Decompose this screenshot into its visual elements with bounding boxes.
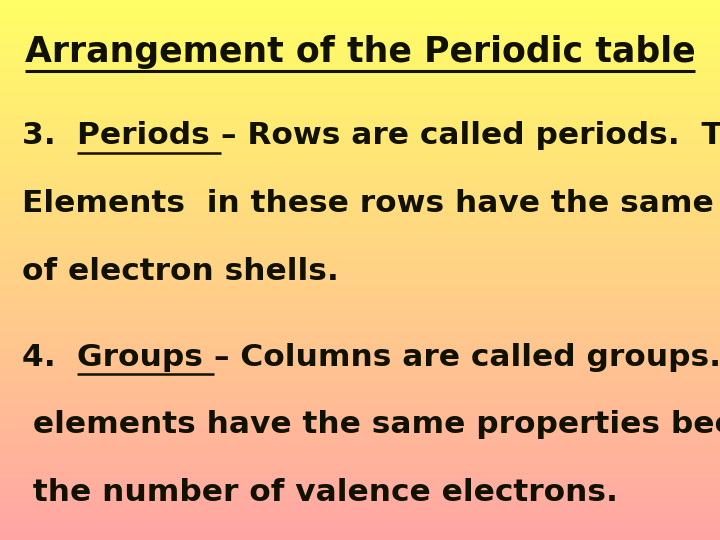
Text: the number of valence electrons.: the number of valence electrons.: [22, 478, 618, 507]
Text: – Columns are called groups.  These: – Columns are called groups. These: [214, 343, 720, 372]
Text: Periods: Periods: [77, 122, 221, 151]
Text: Groups: Groups: [77, 343, 214, 372]
Text: – Rows are called periods.  The: – Rows are called periods. The: [221, 122, 720, 151]
Text: elements have the same properties because of: elements have the same properties becaus…: [22, 410, 720, 440]
Text: 3.: 3.: [22, 122, 77, 151]
Text: 4.: 4.: [22, 343, 77, 372]
Text: Arrangement of the Periodic table: Arrangement of the Periodic table: [24, 35, 696, 69]
Text: of electron shells.: of electron shells.: [22, 256, 338, 286]
Text: Elements  in these rows have the same number: Elements in these rows have the same num…: [22, 189, 720, 218]
